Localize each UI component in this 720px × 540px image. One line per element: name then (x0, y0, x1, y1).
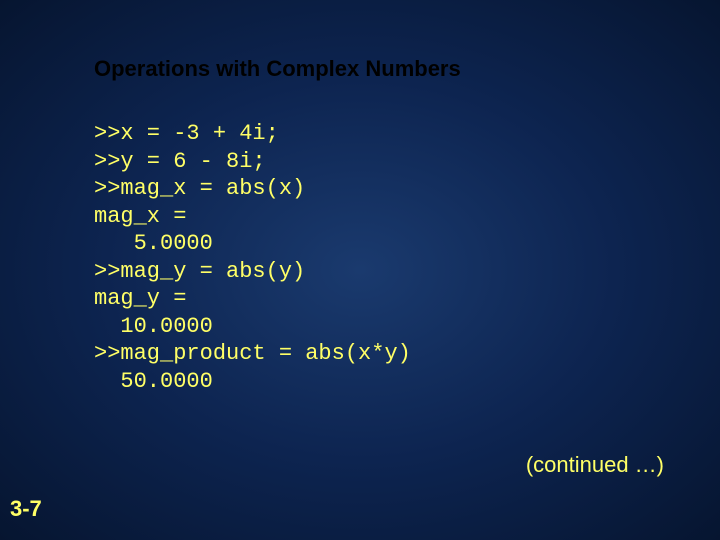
page-number: 3-7 (10, 496, 42, 522)
continued-label: (continued …) (526, 452, 664, 478)
code-line: 5.0000 (94, 231, 213, 256)
code-line: >>mag_y = abs(y) (94, 259, 305, 284)
code-line: >>x = -3 + 4i; (94, 121, 279, 146)
code-line: mag_x = (94, 204, 186, 229)
code-line: 50.0000 (94, 369, 213, 394)
code-line: 10.0000 (94, 314, 213, 339)
code-line: >>mag_x = abs(x) (94, 176, 305, 201)
code-line: mag_y = (94, 286, 186, 311)
slide-title: Operations with Complex Numbers (94, 56, 461, 82)
code-line: >>y = 6 - 8i; (94, 149, 266, 174)
code-block: >>x = -3 + 4i; >>y = 6 - 8i; >>mag_x = a… (94, 120, 411, 395)
code-line: >>mag_product = abs(x*y) (94, 341, 411, 366)
